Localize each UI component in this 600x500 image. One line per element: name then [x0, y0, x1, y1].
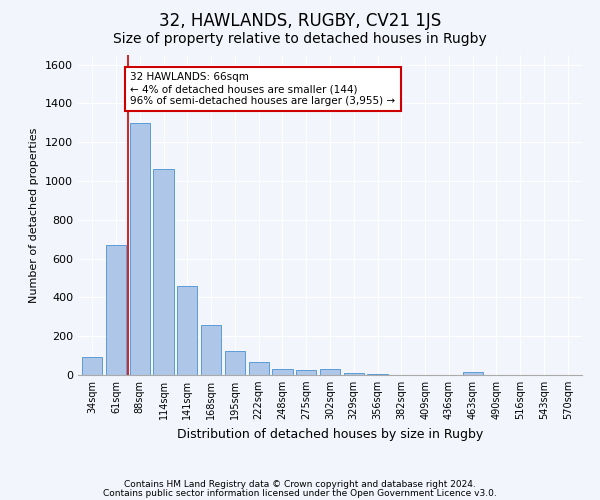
X-axis label: Distribution of detached houses by size in Rugby: Distribution of detached houses by size …	[177, 428, 483, 440]
Bar	[248, 362, 269, 375]
Text: Contains public sector information licensed under the Open Government Licence v3: Contains public sector information licen…	[103, 490, 497, 498]
Bar	[201, 324, 221, 375]
Bar	[225, 351, 245, 375]
Bar	[82, 356, 103, 375]
Bar	[320, 369, 340, 375]
Bar	[344, 373, 364, 375]
Y-axis label: Number of detached properties: Number of detached properties	[29, 128, 40, 302]
Bar	[296, 370, 316, 375]
Text: Size of property relative to detached houses in Rugby: Size of property relative to detached ho…	[113, 32, 487, 46]
Bar	[177, 286, 197, 375]
Bar	[463, 372, 483, 375]
Text: 32 HAWLANDS: 66sqm
← 4% of detached houses are smaller (144)
96% of semi-detache: 32 HAWLANDS: 66sqm ← 4% of detached hous…	[130, 72, 395, 106]
Text: Contains HM Land Registry data © Crown copyright and database right 2024.: Contains HM Land Registry data © Crown c…	[124, 480, 476, 489]
Bar	[106, 245, 126, 375]
Text: 32, HAWLANDS, RUGBY, CV21 1JS: 32, HAWLANDS, RUGBY, CV21 1JS	[159, 12, 441, 30]
Bar	[130, 123, 150, 375]
Bar	[367, 374, 388, 375]
Bar	[272, 369, 293, 375]
Bar	[154, 170, 173, 375]
